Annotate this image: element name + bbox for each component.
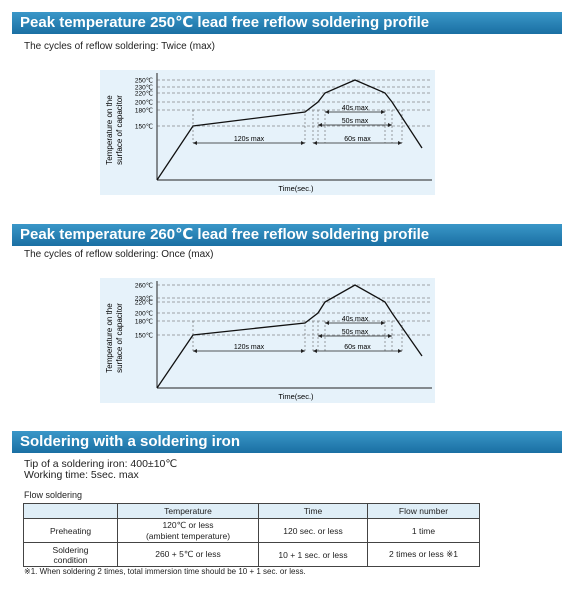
table-title: Flow soldering xyxy=(24,490,83,500)
arrow-head xyxy=(398,141,402,145)
table-row: Soldering condition 260 + 5℃ or less 10 + 1… xyxy=(23,542,480,567)
y-axis-label: Temperature on the xyxy=(105,303,114,373)
x-axis-label: Time(sec.) xyxy=(278,184,314,193)
table-cell: 120℃ or less (ambient temperature) xyxy=(117,518,259,543)
header-cell: Temperature xyxy=(117,503,259,519)
iron-spec: Tip of a soldering iron: 400±10℃ xyxy=(24,458,178,470)
y-axis-label: Temperature on the xyxy=(105,95,114,165)
cell-line: 120℃ or less xyxy=(162,520,214,530)
arrow-head xyxy=(381,110,385,114)
table-cell: Preheating xyxy=(23,518,118,543)
section-header: Soldering with a soldering iron xyxy=(12,431,562,453)
temperature-label: 230℃ xyxy=(135,295,153,303)
arrow-head xyxy=(318,334,322,338)
temperature-label: 260℃ xyxy=(135,282,153,290)
subtitle: The cycles of reflow soldering: Twice (m… xyxy=(24,41,215,52)
arrow-head xyxy=(398,349,402,353)
arrow-head xyxy=(388,334,392,338)
header-cell: Time xyxy=(258,503,368,519)
cell-line: 1 time xyxy=(411,525,436,536)
section-header: Peak temperature 260℃ lead free reflow s… xyxy=(12,224,562,246)
duration-label: 50s max xyxy=(342,329,369,336)
temperature-label: 220℃ xyxy=(135,299,153,307)
cell-line: 120 sec. or less xyxy=(283,525,343,536)
table-cell: 2 times or less ※1 xyxy=(367,542,480,567)
x-axis-label: Time(sec.) xyxy=(278,392,314,401)
arrow-head xyxy=(318,123,322,127)
temperature-profile xyxy=(156,79,423,181)
table-cell: Soldering condition xyxy=(23,542,118,567)
arrow-head xyxy=(381,321,385,325)
arrow-head xyxy=(313,349,317,353)
cell-line: 2 times or less ※1 xyxy=(388,549,458,559)
temperature-label: 220℃ xyxy=(135,90,153,98)
temperature-label: 180℃ xyxy=(135,107,153,115)
temperature-label: 200℃ xyxy=(135,310,153,318)
cell-line: Soldering xyxy=(52,544,89,555)
iron-spec: Working time: 5sec. max xyxy=(24,469,139,481)
table-cell: 120 sec. or less xyxy=(258,518,368,543)
table-row: Preheating 120℃ or less (ambient temperatu… xyxy=(23,518,480,543)
duration-label: 40s max xyxy=(342,105,369,112)
y-axis-label: surface of capacitor xyxy=(115,303,124,373)
duration-label: 50s max xyxy=(342,118,369,125)
arrow-head xyxy=(313,141,317,145)
header-cell: Flow number xyxy=(367,503,480,519)
arrow-head xyxy=(193,141,197,145)
footnote: ※1. When soldering 2 times, total immers… xyxy=(24,567,306,576)
temperature-label: 200℃ xyxy=(135,99,153,107)
arrow-head xyxy=(388,123,392,127)
subtitle: The cycles of reflow soldering: Once (ma… xyxy=(24,249,214,260)
cell-line: 260 + 5℃ or less xyxy=(155,549,221,559)
temperature-label: 150℃ xyxy=(135,332,153,340)
table-cell: 1 time xyxy=(367,518,480,543)
temperature-label: 230℃ xyxy=(135,84,153,92)
arrow-head xyxy=(301,349,305,353)
arrow-head xyxy=(193,349,197,353)
section-header: Peak temperature 250℃ lead free reflow s… xyxy=(12,12,562,34)
cell-line: (ambient temperature) xyxy=(145,531,231,541)
duration-label: 60s max xyxy=(344,344,371,351)
duration-label: 120s max xyxy=(234,136,265,143)
arrow-head xyxy=(325,110,329,114)
temperature-label: 250℃ xyxy=(135,77,153,85)
flow-table: Temperature Time Flow number Preheating 120℃… xyxy=(23,503,480,567)
arrow-head xyxy=(325,321,329,325)
temperature-label: 180℃ xyxy=(135,318,153,326)
temperature-label: 150℃ xyxy=(135,123,153,131)
temperature-profile xyxy=(156,284,423,389)
header-cell xyxy=(23,503,118,519)
duration-label: 120s max xyxy=(234,344,265,351)
y-axis-label: surface of capacitor xyxy=(115,95,124,165)
cell-line: 10 + 1 sec. or less xyxy=(278,549,348,560)
cell-line: condition xyxy=(53,554,88,565)
arrow-head xyxy=(301,141,305,145)
table-cell: 10 + 1 sec. or less xyxy=(258,542,368,567)
table-cell: 260 + 5℃ or less xyxy=(117,542,259,567)
duration-label: 60s max xyxy=(344,136,371,143)
cell-line: Preheating xyxy=(49,525,92,536)
duration-label: 40s max xyxy=(342,316,369,323)
header-row: Temperature Time Flow number xyxy=(23,503,480,519)
